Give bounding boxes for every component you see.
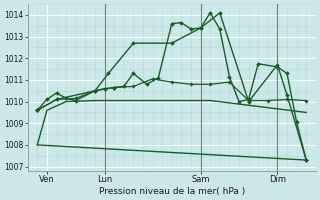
- X-axis label: Pression niveau de la mer( hPa ): Pression niveau de la mer( hPa ): [99, 187, 245, 196]
